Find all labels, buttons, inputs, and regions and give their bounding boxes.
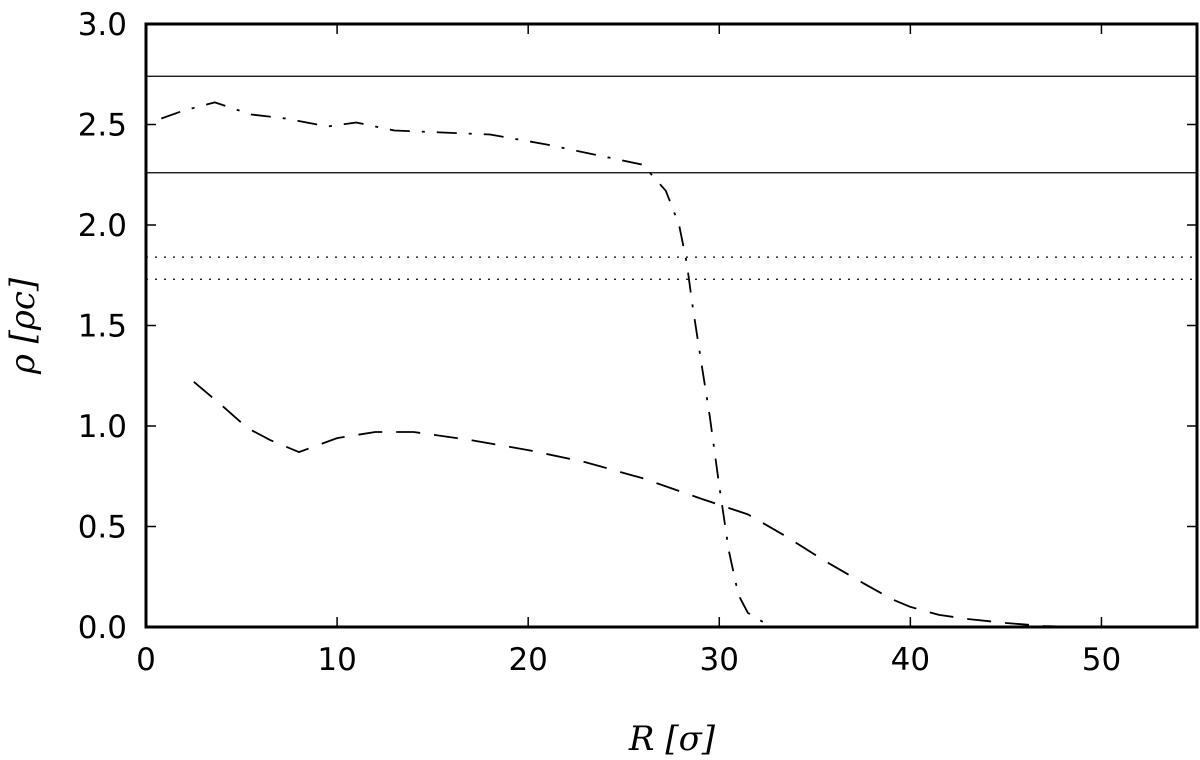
y-tick-label: 3.0 [78,7,127,43]
x-tick-label: 20 [508,642,547,678]
y-tick-label: 1.0 [78,409,127,445]
plot-frame [144,22,1199,629]
dashdot-series-line [160,101,770,626]
x-tick-label: 50 [1082,642,1121,678]
x-axis-label: R [σ] [628,719,716,759]
y-tick-label: 1.5 [78,309,127,345]
y-tick-label: 2.0 [78,208,127,244]
series-layer [160,101,1083,628]
y-tick-label: 0.0 [78,610,127,646]
x-tick-label: 10 [317,642,356,678]
y-tick-label: 0.5 [78,510,127,546]
reference-lines [146,75,1197,280]
y-tick-label: 2.5 [78,108,127,144]
x-tick-label: 30 [700,642,739,678]
dashed-series-line [193,381,1083,628]
x-tick-label: 40 [891,642,930,678]
y-axis-label: ρ [ρc] [3,277,43,375]
x-tick-label: 0 [136,642,156,678]
ticks-layer: 0 10 20 30 40 50 0.0 0.5 1.0 1.5 2.0 2.5 3.0 [78,7,1197,678]
